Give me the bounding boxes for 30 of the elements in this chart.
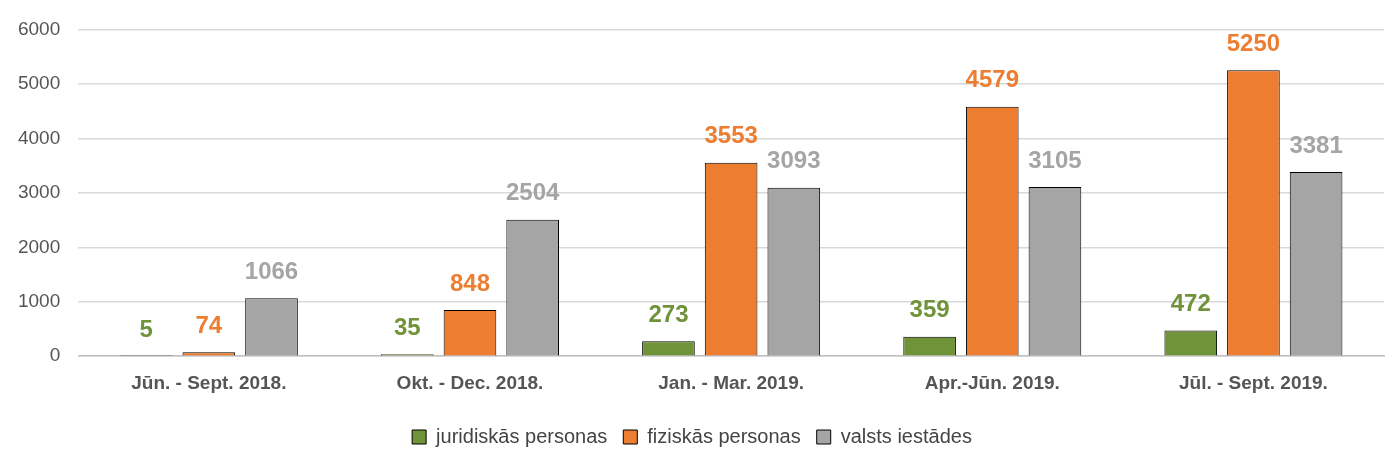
data-label: 74: [195, 310, 223, 338]
legend-label: valsts iestādes: [840, 424, 972, 447]
data-label: 3553: [704, 121, 758, 149]
data-label: 5: [139, 314, 153, 342]
y-tick-label: 5000: [17, 72, 61, 94]
data-label: 3105: [1028, 145, 1082, 173]
legend-label: juridiskās personas: [435, 424, 608, 447]
data-label: 4579: [965, 65, 1019, 93]
y-tick-label: 6000: [17, 17, 61, 39]
data-label: 359: [909, 295, 950, 323]
data-label: 3093: [767, 146, 821, 174]
data-label: 35: [393, 312, 421, 340]
data-label: 848: [449, 268, 491, 296]
data-label: 273: [648, 299, 689, 327]
data-label: 472: [1170, 289, 1211, 317]
data-label: 2504: [505, 178, 561, 206]
y-tick-label: 1000: [17, 289, 61, 311]
x-tick-label: Apr.-Jūn. 2019.: [924, 371, 1060, 393]
data-label: 3381: [1289, 130, 1343, 158]
legend-label: fiziskās personas: [647, 424, 801, 447]
x-tick-label: Jūl. - Sept. 2019.: [1178, 371, 1328, 393]
y-tick-label: 0: [49, 344, 61, 366]
y-tick-label: 4000: [17, 126, 61, 148]
x-tick-label: Okt. - Dec. 2018.: [396, 371, 544, 393]
x-tick-label: Jūn. - Sept. 2018.: [131, 371, 287, 393]
x-tick-label: Jan. - Mar. 2019.: [658, 371, 805, 393]
y-tick-label: 2000: [17, 235, 61, 257]
data-label: 1066: [244, 256, 299, 284]
y-tick-label: 3000: [17, 181, 61, 203]
data-label: 5250: [1226, 28, 1281, 56]
